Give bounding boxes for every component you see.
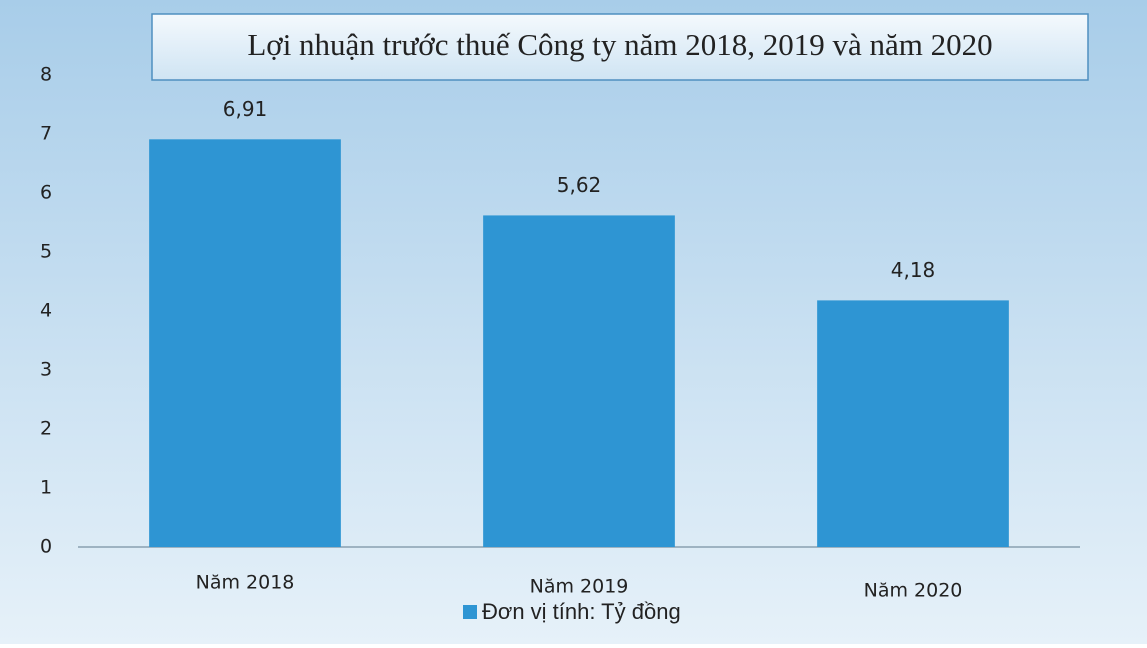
legend-swatch	[463, 605, 477, 619]
y-tick-label: 8	[40, 64, 52, 86]
y-tick-label: 5	[40, 241, 52, 263]
value-label: 6,91	[223, 97, 268, 121]
x-tick-label: Năm 2019	[530, 576, 629, 598]
y-tick-label: 0	[40, 536, 52, 558]
legend-label: Đơn vị tính: Tỷ đồng	[482, 599, 681, 624]
title-box	[151, 13, 1089, 81]
bar	[817, 300, 1009, 547]
x-tick-label: Năm 2018	[196, 572, 295, 594]
y-tick-label: 2	[40, 418, 52, 440]
bar	[483, 215, 675, 548]
y-tick-label: 6	[40, 182, 52, 204]
y-tick-label: 3	[40, 359, 52, 381]
y-tick-label: 7	[40, 123, 52, 145]
x-tick-label: Năm 2020	[864, 580, 963, 602]
y-tick-label: 4	[40, 300, 52, 322]
value-label: 5,62	[557, 173, 602, 197]
bar	[149, 139, 341, 547]
chart-title: Lợi nhuận trước thuế Công ty năm 2018, 2…	[247, 27, 992, 62]
value-label: 4,18	[891, 258, 936, 282]
y-tick-label: 1	[40, 477, 52, 499]
